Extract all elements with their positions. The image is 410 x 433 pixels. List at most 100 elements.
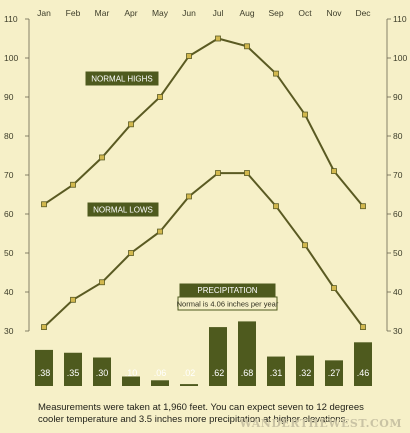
y-tick-left-110: 110 [4, 14, 18, 24]
point-highs-mar [99, 154, 105, 161]
label-precipitation: PRECIPITATION Normal is 4.06 inches per y… [177, 282, 279, 311]
point-highs-apr [128, 121, 134, 128]
point-lows-jul [215, 170, 221, 176]
y-axis-right-ticks: 30 40 50 60 70 80 90 100 110 [393, 14, 407, 336]
point-highs-sep [273, 70, 279, 77]
precip-label-may: .06 [154, 368, 167, 378]
series-labels: NORMAL HIGHS NORMAL LOWS PRECIPITATION Norm… [84, 70, 279, 311]
month-label-sep: Sep [268, 8, 283, 18]
month-label-mar: Mar [95, 8, 110, 18]
label-normal-lows-box [86, 201, 160, 218]
month-label-apr: Apr [124, 8, 137, 18]
precip-bar-feb [64, 352, 82, 386]
precip-bar-apr [122, 376, 140, 386]
temperature-lines [41, 35, 366, 331]
month-labels: Jan Feb Mar Apr May Jun Jul Aug Sep Oct Nov Dec [37, 8, 371, 18]
y-tick-left-100: 100 [4, 53, 18, 63]
precipitation-bars: .38 .35 .30 .10 .06 .02 .62 .68 .31 .32 .27 .46 [35, 321, 372, 386]
point-lows-nov [331, 285, 337, 292]
y-tick-right-50: 50 [393, 248, 403, 258]
precip-label-dec: .46 [357, 368, 370, 378]
month-label-aug: Aug [239, 8, 254, 18]
month-label-feb: Feb [66, 8, 81, 18]
precip-label-jan: .38 [38, 368, 51, 378]
y-tick-right-80: 80 [393, 131, 403, 141]
point-lows-may [157, 228, 163, 235]
precip-label-sep: .31 [270, 368, 283, 378]
precip-label-oct: .32 [299, 368, 312, 378]
y-tick-right-40: 40 [393, 287, 403, 297]
line-highs [43, 37, 364, 207]
y-tick-left-50: 50 [4, 248, 14, 258]
precip-bar-mar [93, 357, 111, 386]
precip-bar-jan [35, 349, 53, 386]
point-highs-jul [215, 35, 221, 42]
precip-label-feb: .35 [67, 368, 80, 378]
precip-bar-aug [238, 321, 256, 386]
precip-bar-jun [180, 384, 198, 386]
y-tick-right-90: 90 [393, 92, 403, 102]
precip-bar-nov [325, 360, 343, 386]
y-tick-right-110: 110 [393, 14, 407, 24]
y-tick-left-60: 60 [4, 209, 14, 219]
y-axis-left-ticks: 30 40 50 60 70 80 90 100 110 [4, 14, 18, 336]
point-highs-aug [244, 43, 250, 50]
precipitation-note-box [177, 296, 278, 311]
point-lows-mar [99, 279, 105, 286]
precip-bar-dec [354, 342, 372, 386]
month-label-dec: Dec [355, 8, 371, 18]
label-normal-highs-text: NORMAL HIGHS [91, 75, 153, 84]
month-label-nov: Nov [326, 8, 342, 18]
precip-label-nov: .27 [328, 368, 341, 378]
month-label-oct: Oct [298, 8, 312, 18]
label-precipitation-text: PRECIPITATION [197, 286, 257, 295]
point-lows-dec [360, 324, 366, 331]
y-tick-left-80: 80 [4, 131, 14, 141]
y-tick-left-90: 90 [4, 92, 14, 102]
precip-label-jul: .62 [212, 368, 225, 378]
point-highs-jan [41, 201, 47, 208]
y-tick-right-30: 30 [393, 326, 403, 336]
precip-label-mar: .30 [96, 368, 109, 378]
y-tick-right-70: 70 [393, 170, 403, 180]
point-lows-aug [244, 170, 250, 176]
label-normal-lows: NORMAL LOWS [86, 201, 160, 218]
point-highs-feb [70, 181, 76, 188]
point-lows-jan [41, 324, 47, 331]
precip-bar-sep [267, 356, 285, 386]
point-lows-apr [128, 250, 134, 256]
watermark: WANDERTHEWEST.COM [239, 417, 402, 430]
point-highs-oct [302, 111, 308, 118]
y-tick-left-30: 30 [4, 326, 14, 336]
grid-lines [25, 18, 391, 332]
precip-bar-may [151, 380, 169, 386]
precipitation-note-text: Normal is 4.06 inches per year [177, 300, 279, 309]
point-lows-sep [273, 203, 279, 210]
month-label-jun: Jun [182, 8, 196, 18]
point-highs-may [157, 94, 163, 100]
y-tick-left-70: 70 [4, 170, 14, 180]
label-normal-highs: NORMAL HIGHS [84, 70, 160, 87]
label-normal-highs-box [84, 70, 160, 87]
y-tick-right-60: 60 [393, 209, 403, 219]
point-lows-jun [186, 193, 192, 200]
point-lows-oct [302, 242, 308, 249]
precip-label-aug: .68 [241, 368, 254, 378]
month-label-may: May [152, 8, 169, 18]
y-tick-left-40: 40 [4, 287, 14, 297]
precip-label-apr: .10 [125, 368, 138, 378]
precip-bar-oct [296, 355, 314, 386]
label-normal-lows-text: NORMAL LOWS [93, 206, 153, 215]
line-lows [43, 172, 364, 328]
month-label-jul: Jul [213, 8, 224, 18]
y-tick-right-100: 100 [393, 53, 407, 63]
point-highs-nov [331, 168, 337, 175]
month-label-jan: Jan [37, 8, 51, 18]
point-highs-dec [360, 203, 366, 210]
precip-label-jun: .02 [183, 368, 196, 378]
point-lows-feb [70, 296, 76, 303]
precip-bar-jul [209, 327, 227, 386]
chart-caption: Measurements were taken at 1,960 feet. Y… [38, 402, 364, 425]
point-highs-jun [186, 53, 192, 59]
